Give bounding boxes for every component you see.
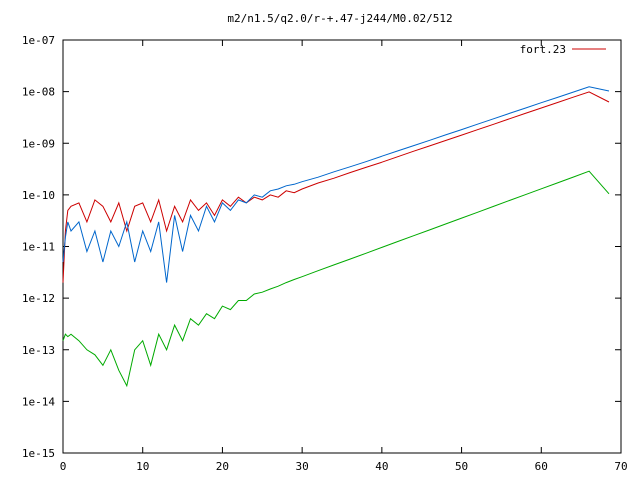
legend: fort.23	[520, 43, 606, 56]
x-tick-label-1: 10	[136, 460, 149, 473]
y-tick-label-5: 1e-10	[22, 189, 55, 202]
y-tick-label-7: 1e-08	[22, 86, 55, 99]
x-tick-label-3: 30	[296, 460, 309, 473]
x-tick-label-6: 60	[535, 460, 548, 473]
x-tick-label-5: 50	[455, 460, 468, 473]
y-tick-label-2: 1e-13	[22, 344, 55, 357]
plot-frame	[62, 39, 622, 454]
y-tick-label-3: 1e-12	[22, 292, 55, 305]
y-tick-label-6: 1e-09	[22, 137, 55, 150]
y-tick-label-8: 1e-07	[22, 34, 55, 47]
series-lines	[62, 86, 610, 388]
x-tick-label-0: 0	[60, 460, 67, 473]
series-line-1	[62, 86, 610, 283]
x-tick-label-7: 70	[614, 460, 627, 473]
y-tick-label-1: 1e-14	[22, 395, 55, 408]
series-line-2	[62, 170, 610, 388]
series-line-0	[62, 91, 610, 283]
y-tick-label-4: 1e-11	[22, 241, 55, 254]
x-tick-label-4: 40	[375, 460, 388, 473]
legend-label-fort-23: fort.23	[520, 43, 566, 56]
y-tick-label-0: 1e-15	[22, 447, 55, 460]
axis-ticks: 1e-15 1e-14 1e-13 1e-12 1e-11 1e-10 1e-09 1e-08…	[22, 34, 628, 473]
x-tick-label-2: 20	[216, 460, 229, 473]
chart-title: m2/n1.5/q2.0/r-+.47-j244/M0.02/512	[227, 12, 452, 25]
